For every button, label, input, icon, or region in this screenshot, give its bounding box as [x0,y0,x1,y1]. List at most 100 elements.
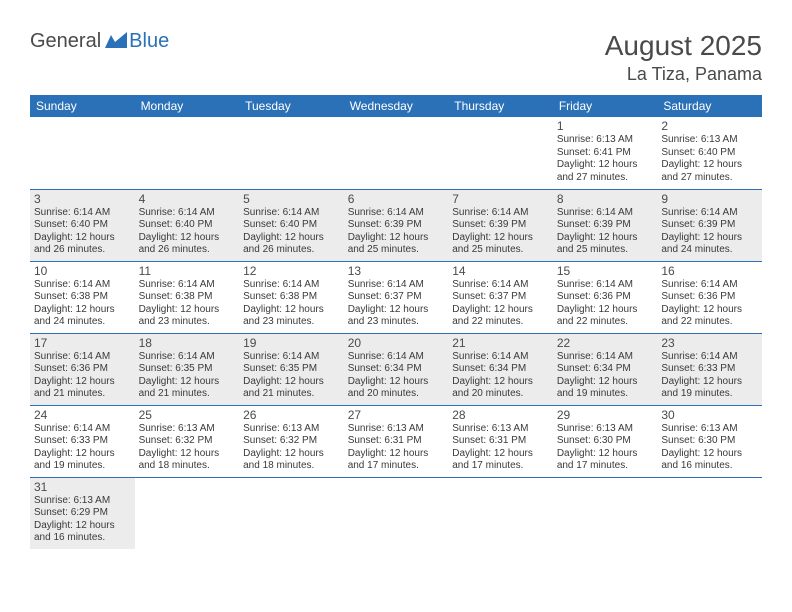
day-number: 17 [34,336,131,350]
day-cell: 7Sunrise: 6:14 AMSunset: 6:39 PMDaylight… [448,189,553,261]
flag-icon [105,32,127,48]
day-cell: 6Sunrise: 6:14 AMSunset: 6:39 PMDaylight… [344,189,449,261]
day-cell: 30Sunrise: 6:13 AMSunset: 6:30 PMDayligh… [657,405,762,477]
day-info: Sunrise: 6:14 AMSunset: 6:35 PMDaylight:… [243,351,340,401]
day-cell: 28Sunrise: 6:13 AMSunset: 6:31 PMDayligh… [448,405,553,477]
day-info: Sunrise: 6:14 AMSunset: 6:39 PMDaylight:… [557,207,654,257]
day-number: 9 [661,192,758,206]
day-number: 12 [243,264,340,278]
day-number: 22 [557,336,654,350]
day-number: 19 [243,336,340,350]
day-info: Sunrise: 6:13 AMSunset: 6:41 PMDaylight:… [557,134,654,184]
day-cell [30,117,135,189]
day-info: Sunrise: 6:14 AMSunset: 6:37 PMDaylight:… [452,279,549,329]
day-cell [448,117,553,189]
day-number: 16 [661,264,758,278]
day-cell [344,477,449,549]
day-info: Sunrise: 6:14 AMSunset: 6:35 PMDaylight:… [139,351,236,401]
title-block: August 2025 La Tiza, Panama [605,30,762,85]
day-number: 25 [139,408,236,422]
day-info: Sunrise: 6:14 AMSunset: 6:39 PMDaylight:… [348,207,445,257]
day-header-tuesday: Tuesday [239,95,344,117]
day-header-thursday: Thursday [448,95,553,117]
day-header-wednesday: Wednesday [344,95,449,117]
logo: General Blue [30,30,169,53]
day-cell: 24Sunrise: 6:14 AMSunset: 6:33 PMDayligh… [30,405,135,477]
day-cell: 22Sunrise: 6:14 AMSunset: 6:34 PMDayligh… [553,333,658,405]
day-number: 21 [452,336,549,350]
day-number: 14 [452,264,549,278]
day-number: 29 [557,408,654,422]
day-cell: 1Sunrise: 6:13 AMSunset: 6:41 PMDaylight… [553,117,658,189]
week-row: 31Sunrise: 6:13 AMSunset: 6:29 PMDayligh… [30,477,762,549]
day-header-saturday: Saturday [657,95,762,117]
day-number: 4 [139,192,236,206]
day-number: 31 [34,480,131,494]
day-cell: 11Sunrise: 6:14 AMSunset: 6:38 PMDayligh… [135,261,240,333]
day-number: 26 [243,408,340,422]
day-cell: 27Sunrise: 6:13 AMSunset: 6:31 PMDayligh… [344,405,449,477]
week-row: 3 Sunrise: 6:14 AMSunset: 6:40 PMDaylight… [30,189,762,261]
day-number: 1 [557,119,654,133]
day-cell: 19Sunrise: 6:14 AMSunset: 6:35 PMDayligh… [239,333,344,405]
day-number: 28 [452,408,549,422]
week-row: 1Sunrise: 6:13 AMSunset: 6:41 PMDaylight… [30,117,762,189]
day-number: 27 [348,408,445,422]
day-info: Sunrise: 6:13 AMSunset: 6:31 PMDaylight:… [348,423,445,473]
day-cell: 8Sunrise: 6:14 AMSunset: 6:39 PMDaylight… [553,189,658,261]
day-number: 23 [661,336,758,350]
header: General Blue August 2025 La Tiza, Panama [0,0,792,95]
day-cell: 2Sunrise: 6:13 AMSunset: 6:40 PMDaylight… [657,117,762,189]
day-info: Sunrise: 6:13 AMSunset: 6:30 PMDaylight:… [557,423,654,473]
location: La Tiza, Panama [605,64,762,85]
week-row: 17Sunrise: 6:14 AMSunset: 6:36 PMDayligh… [30,333,762,405]
day-number: 7 [452,192,549,206]
day-cell: 21Sunrise: 6:14 AMSunset: 6:34 PMDayligh… [448,333,553,405]
day-info: Sunrise: 6:14 AMSunset: 6:34 PMDaylight:… [348,351,445,401]
day-info: Sunrise: 6:14 AMSunset: 6:40 PMDaylight:… [243,207,340,257]
day-cell: 14Sunrise: 6:14 AMSunset: 6:37 PMDayligh… [448,261,553,333]
day-cell: 17Sunrise: 6:14 AMSunset: 6:36 PMDayligh… [30,333,135,405]
day-info: Sunrise: 6:14 AMSunset: 6:39 PMDaylight:… [452,207,549,257]
day-header-monday: Monday [135,95,240,117]
day-cell: 23Sunrise: 6:14 AMSunset: 6:33 PMDayligh… [657,333,762,405]
day-cell: 29Sunrise: 6:13 AMSunset: 6:30 PMDayligh… [553,405,658,477]
day-info: Sunrise: 6:14 AMSunset: 6:38 PMDaylight:… [139,279,236,329]
day-cell: 9Sunrise: 6:14 AMSunset: 6:39 PMDaylight… [657,189,762,261]
day-cell [344,117,449,189]
day-cell [135,117,240,189]
day-info: Sunrise: 6:13 AMSunset: 6:32 PMDaylight:… [243,423,340,473]
day-cell: 5Sunrise: 6:14 AMSunset: 6:40 PMDaylight… [239,189,344,261]
day-cell: 20Sunrise: 6:14 AMSunset: 6:34 PMDayligh… [344,333,449,405]
day-info: Sunrise: 6:14 AMSunset: 6:38 PMDaylight:… [34,279,131,329]
day-info: Sunrise: 6:14 AMSunset: 6:34 PMDaylight:… [452,351,549,401]
day-info: Sunrise: 6:14 AMSunset: 6:39 PMDaylight:… [661,207,758,257]
logo-text-general: General [30,30,101,53]
day-number: 5 [243,192,340,206]
day-number: 30 [661,408,758,422]
day-cell: 4Sunrise: 6:14 AMSunset: 6:40 PMDaylight… [135,189,240,261]
month-year: August 2025 [605,30,762,62]
day-info: Sunrise: 6:13 AMSunset: 6:29 PMDaylight:… [34,495,131,545]
day-header-row: SundayMondayTuesdayWednesdayThursdayFrid… [30,95,762,117]
day-cell: 12Sunrise: 6:14 AMSunset: 6:38 PMDayligh… [239,261,344,333]
day-cell: 13Sunrise: 6:14 AMSunset: 6:37 PMDayligh… [344,261,449,333]
week-row: 24Sunrise: 6:14 AMSunset: 6:33 PMDayligh… [30,405,762,477]
day-number: 13 [348,264,445,278]
day-info: Sunrise: 6:13 AMSunset: 6:30 PMDaylight:… [661,423,758,473]
day-cell: 26Sunrise: 6:13 AMSunset: 6:32 PMDayligh… [239,405,344,477]
day-info: Sunrise: 6:13 AMSunset: 6:31 PMDaylight:… [452,423,549,473]
day-number: 2 [661,119,758,133]
day-cell: 16Sunrise: 6:14 AMSunset: 6:36 PMDayligh… [657,261,762,333]
day-info: Sunrise: 6:14 AMSunset: 6:38 PMDaylight:… [243,279,340,329]
day-cell [135,477,240,549]
day-number: 24 [34,408,131,422]
day-number: 3 [34,192,131,206]
day-cell: 15Sunrise: 6:14 AMSunset: 6:36 PMDayligh… [553,261,658,333]
day-info: Sunrise: 6:14 AMSunset: 6:33 PMDaylight:… [34,423,131,473]
day-info: Sunrise: 6:14 AMSunset: 6:34 PMDaylight:… [557,351,654,401]
day-info: Sunrise: 6:14 AMSunset: 6:36 PMDaylight:… [661,279,758,329]
day-cell: 18Sunrise: 6:14 AMSunset: 6:35 PMDayligh… [135,333,240,405]
day-info: Sunrise: 6:13 AMSunset: 6:40 PMDaylight:… [661,134,758,184]
day-info: Sunrise: 6:14 AMSunset: 6:33 PMDaylight:… [661,351,758,401]
